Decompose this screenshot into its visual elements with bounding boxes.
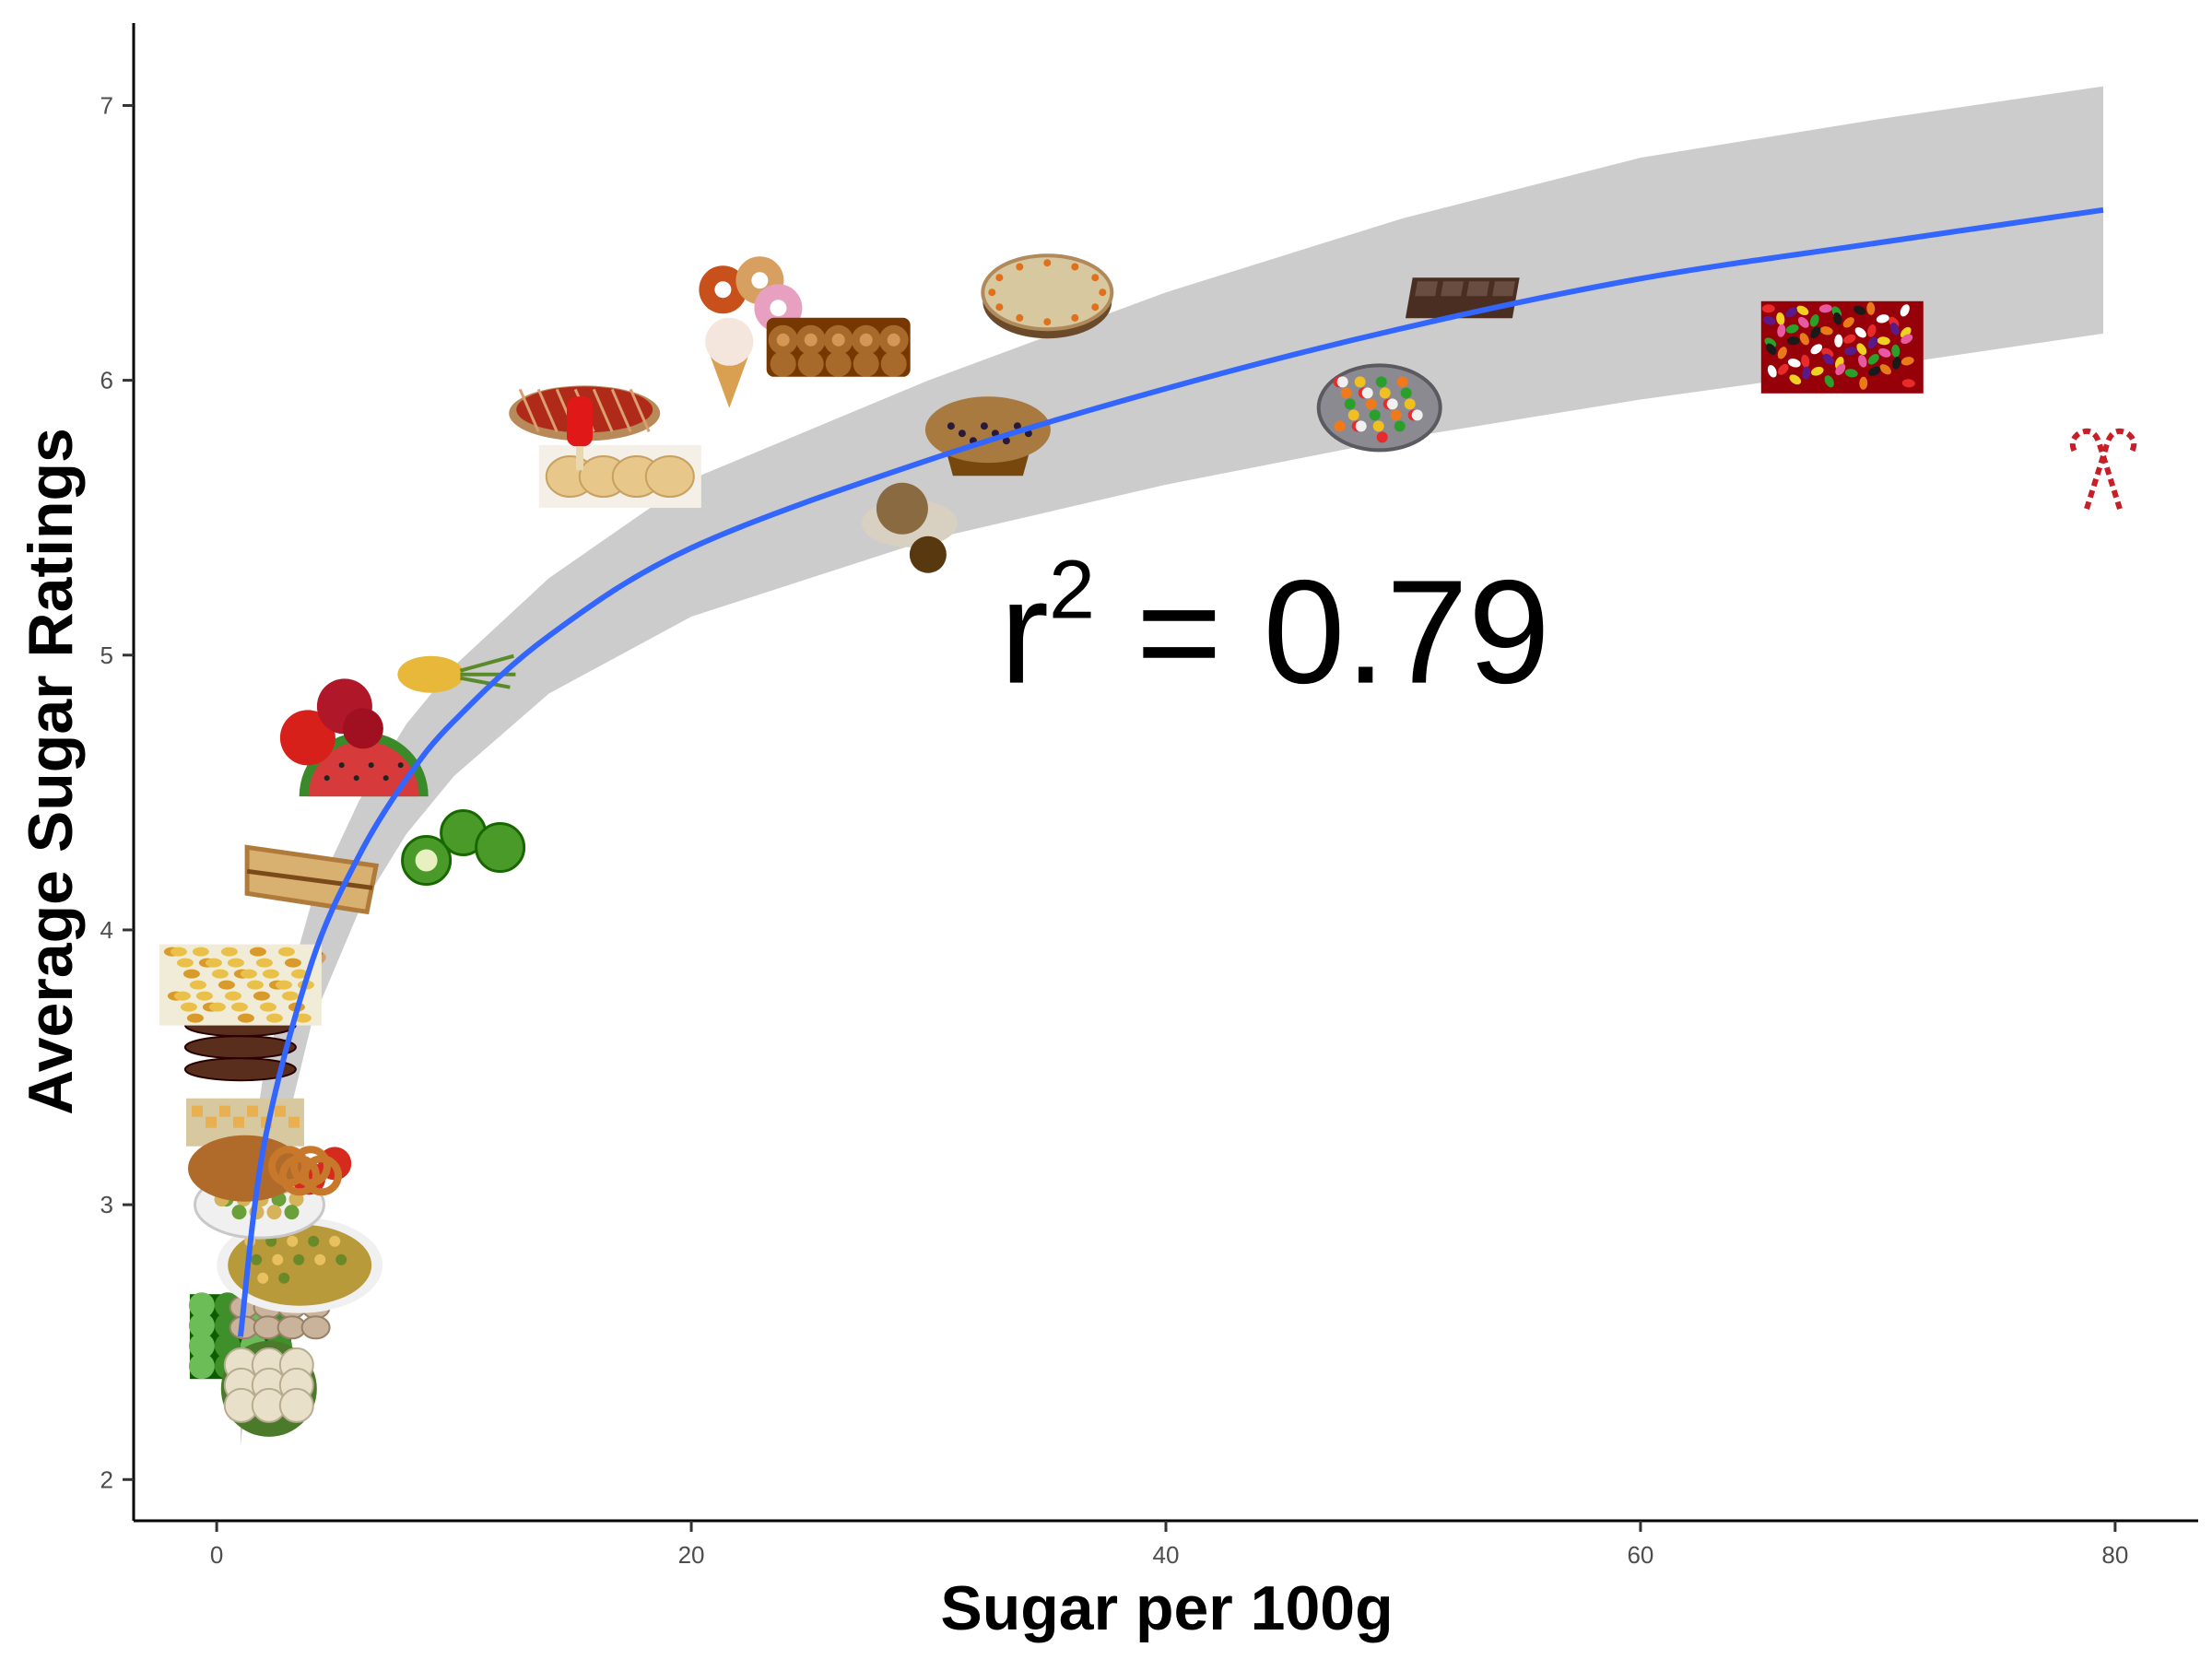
x-tick-label-20: 20	[678, 1541, 705, 1569]
jellybean-icon	[1760, 300, 1924, 394]
food-points	[159, 253, 2137, 1437]
cauliflower-icon	[220, 1340, 317, 1437]
x-tick-label-80: 80	[2101, 1541, 2128, 1569]
y-axis-title: Average Sugar Ratings	[16, 428, 86, 1115]
fit-line	[237, 206, 2104, 1337]
y-tick-label-4: 4	[100, 916, 113, 944]
r-squared-value: = 0.79	[1095, 549, 1550, 714]
potato-icon	[186, 1098, 304, 1202]
x-axis-title: Sugar per 100g	[940, 1573, 1393, 1643]
candy-cane-icon	[2069, 428, 2137, 510]
pineapple-icon	[397, 653, 516, 693]
crepe-icon	[538, 445, 701, 508]
onion-ring-icon	[268, 1146, 342, 1196]
y-axis-ticks: 2 3 4 5 6 7	[100, 91, 134, 1493]
plot-panel	[159, 86, 2137, 1447]
r-squared-base: r	[1000, 549, 1049, 714]
ice-cream-icon	[705, 317, 754, 408]
y-tick-label-2: 2	[100, 1465, 113, 1493]
donut-icon	[699, 256, 803, 333]
gummy-icon	[1316, 363, 1442, 453]
cookie-icon	[861, 482, 958, 573]
y-tick-label-7: 7	[100, 91, 113, 119]
r-squared-exponent: 2	[1049, 545, 1095, 637]
cake-icon	[981, 253, 1114, 339]
x-tick-label-0: 0	[210, 1541, 223, 1569]
y-tick-label-3: 3	[100, 1191, 113, 1218]
y-tick-label-6: 6	[100, 367, 113, 394]
confidence-band	[240, 86, 2103, 1447]
cinnamon-roll-icon	[766, 317, 911, 377]
berry-icon	[279, 678, 383, 766]
r-squared-annotation: r2 = 0.79	[1000, 545, 1550, 714]
mac-cheese-icon	[159, 944, 322, 1026]
popsicle-icon	[567, 396, 593, 471]
sandwich-icon	[244, 844, 380, 915]
x-tick-label-40: 40	[1153, 1541, 1180, 1569]
soup-icon	[217, 1217, 383, 1313]
apple-icon	[401, 809, 526, 886]
y-tick-label-5: 5	[100, 641, 113, 669]
x-axis-ticks: 0 20 40 60 80	[210, 1521, 2128, 1569]
x-tick-label-60: 60	[1627, 1541, 1653, 1569]
